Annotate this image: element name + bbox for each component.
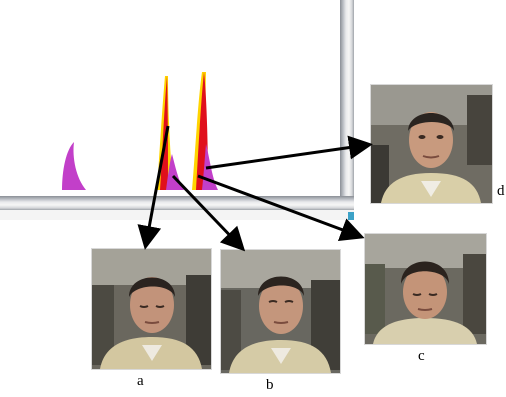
window-frame-corner [348, 212, 354, 220]
window-frame-bottom [0, 196, 354, 210]
arrow-to-b [171, 174, 246, 252]
caption-a: a [137, 373, 144, 389]
arrow-to-a [137, 125, 170, 250]
caption-b: b [266, 377, 274, 393]
face-photo-a [91, 248, 212, 370]
magenta-peak-1 [62, 142, 86, 190]
face-photo-d [370, 84, 493, 204]
caption-d: d [497, 183, 505, 199]
plot-area [0, 0, 340, 196]
face-photo-b [220, 249, 341, 374]
signal-plot-panel [0, 0, 354, 220]
caption-c: c [418, 348, 425, 364]
face-photo-c [364, 233, 487, 345]
arrow-to-c [197, 174, 365, 241]
arrow-to-d [205, 135, 373, 170]
